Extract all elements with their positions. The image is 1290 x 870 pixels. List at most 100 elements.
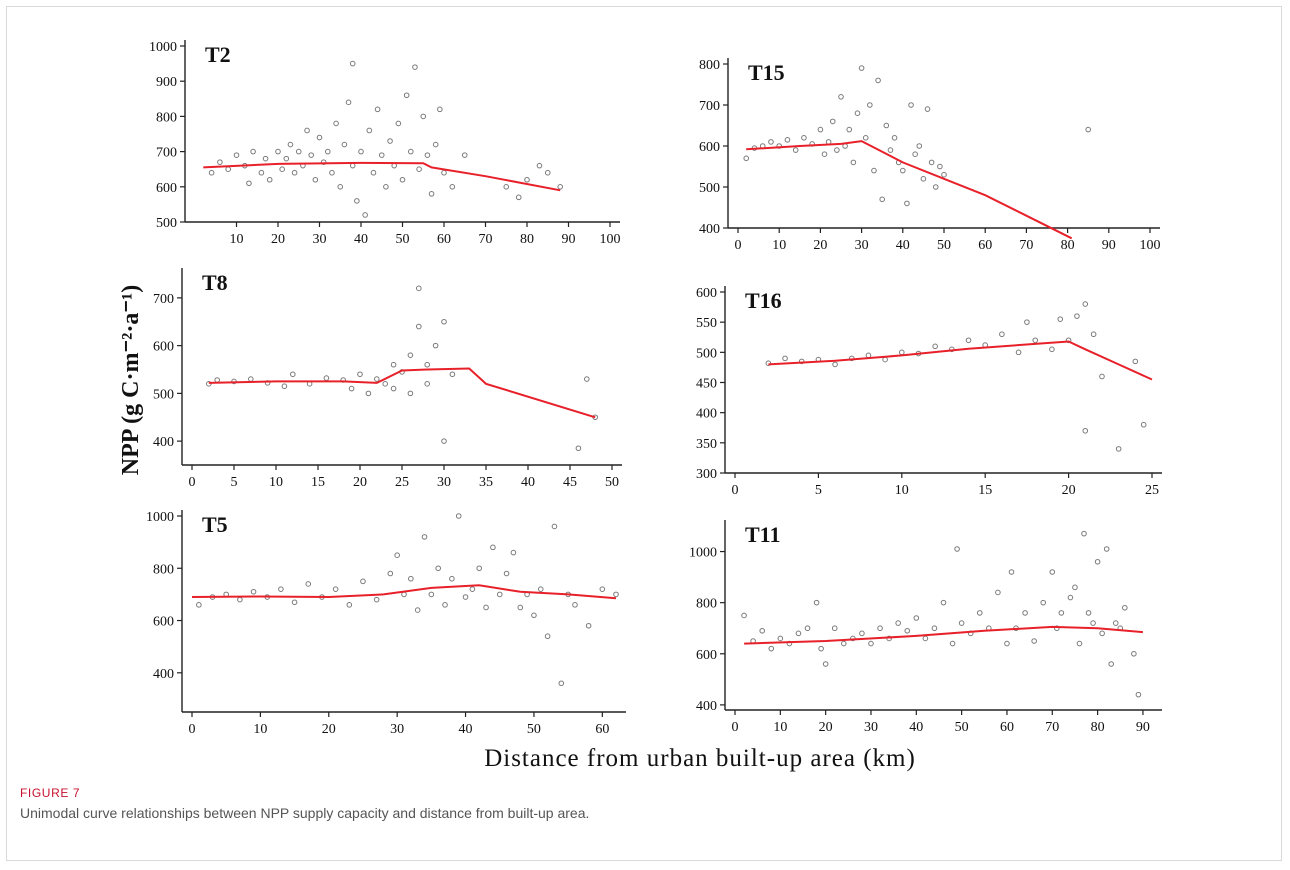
t15-panel-title: T15 xyxy=(748,60,785,85)
t15-data-point xyxy=(768,139,774,145)
t15-data-point xyxy=(784,137,791,143)
t5-x-tick-label: 20 xyxy=(322,722,336,737)
t11-data-point xyxy=(1031,638,1037,644)
t8-data-point xyxy=(357,371,363,378)
t2-data-point xyxy=(416,166,422,172)
t11-x-tick-label: 20 xyxy=(819,720,833,735)
y-axis-label: NPP (g C·m⁻²·a⁻¹) xyxy=(118,285,144,475)
t5-data-point xyxy=(421,534,428,540)
t2-x-tick-label: 80 xyxy=(520,232,534,247)
t11-data-point xyxy=(1094,558,1101,565)
t5-data-point xyxy=(517,604,524,611)
t5-data-point xyxy=(250,588,257,595)
t11-data-point xyxy=(822,661,829,667)
t11-data-point xyxy=(777,635,784,642)
t8-y-tick-label: 400 xyxy=(153,435,174,450)
t15-data-point xyxy=(862,135,869,141)
t15-x-tick-label: 100 xyxy=(1140,238,1161,253)
t2-y-tick-label: 700 xyxy=(156,146,177,161)
t16-data-point xyxy=(1140,421,1147,428)
t15-data-point xyxy=(928,159,935,166)
t8-data-point xyxy=(424,361,431,368)
t15-x-tick-label: 0 xyxy=(735,238,742,253)
t15-data-point xyxy=(867,102,873,108)
t8-data-point xyxy=(390,385,397,392)
t11-data-point xyxy=(1040,599,1047,606)
t2-data-point xyxy=(283,155,290,162)
t15-y-tick-label: 800 xyxy=(699,58,720,73)
t8-fit-line xyxy=(208,367,596,419)
t11-data-point xyxy=(859,630,865,637)
t2-panel-title: T2 xyxy=(205,42,231,67)
t15-x-tick-label: 50 xyxy=(937,238,951,253)
t8-y-tick-label: 700 xyxy=(153,292,174,307)
t5-data-point xyxy=(442,602,448,608)
t8-data-point xyxy=(416,323,422,330)
t2-data-point xyxy=(515,194,522,201)
t15-data-point xyxy=(920,176,927,182)
t8-data-point xyxy=(441,438,447,444)
t8-data-point xyxy=(449,371,456,378)
t11-data-point xyxy=(1108,661,1115,667)
t5-data-point xyxy=(490,544,496,551)
t16-x-tick-label: 25 xyxy=(1145,483,1159,498)
t5-data-point xyxy=(332,586,339,592)
t8-data-point xyxy=(290,371,296,378)
t16-x-tick-label: 5 xyxy=(815,483,822,498)
t16-y-tick-label: 400 xyxy=(696,407,717,422)
t5-data-point xyxy=(531,612,537,619)
t8-x-tick-label: 35 xyxy=(479,475,493,490)
x-axis-label: Distance from urban built-up area (km) xyxy=(484,745,916,772)
t2-data-point xyxy=(225,166,231,172)
t5-data-point xyxy=(237,596,243,603)
t11-data-point xyxy=(904,627,911,634)
t11-data-point xyxy=(1103,546,1110,552)
t2-data-point xyxy=(295,148,302,155)
t5-data-point xyxy=(455,513,462,519)
t2-data-point xyxy=(420,113,427,120)
t15-data-point xyxy=(792,147,799,153)
t11-data-point xyxy=(840,640,847,647)
t16-data-point xyxy=(1074,313,1080,319)
t5-data-point xyxy=(346,602,353,608)
t2-data-point xyxy=(345,99,352,106)
t5-y-tick-label: 600 xyxy=(153,615,174,630)
t16-data-point xyxy=(1099,373,1105,380)
t5-data-point xyxy=(435,565,441,572)
t11-data-point xyxy=(1090,620,1096,626)
t15-data-point xyxy=(904,200,910,207)
t2-y-tick-label: 900 xyxy=(156,75,177,90)
t11-data-point xyxy=(818,645,824,652)
t15-data-point xyxy=(854,110,861,116)
t5-data-point xyxy=(572,602,578,608)
t15-y-tick-label: 600 xyxy=(699,140,720,155)
t2-data-point xyxy=(441,169,447,176)
t5-data-point xyxy=(196,602,202,608)
t15-x-tick-label: 80 xyxy=(1061,238,1075,253)
t2-x-tick-label: 20 xyxy=(271,232,285,247)
t16-data-point xyxy=(1024,319,1030,325)
t8-data-point xyxy=(390,361,397,368)
t8-x-tick-label: 50 xyxy=(605,475,619,490)
t16-data-point xyxy=(782,355,788,362)
t5-y-tick-label: 400 xyxy=(153,667,174,682)
t2-data-point xyxy=(374,106,381,113)
t8-data-point xyxy=(248,376,254,382)
t16-y-tick-label: 550 xyxy=(696,316,717,331)
t5-x-tick-label: 40 xyxy=(459,722,473,737)
t15-x-tick-label: 60 xyxy=(978,238,992,253)
t2-data-point xyxy=(279,166,285,172)
t2-data-point xyxy=(437,106,443,113)
t2-data-point xyxy=(337,184,344,190)
t11-x-tick-label: 10 xyxy=(773,720,787,735)
t5-data-point xyxy=(278,586,284,592)
t16-data-point xyxy=(1015,349,1022,356)
t16-y-tick-label: 300 xyxy=(696,467,717,482)
t2-data-point xyxy=(395,120,402,127)
t2-x-tick-label: 30 xyxy=(313,232,327,247)
t15-data-point xyxy=(908,102,914,108)
t2-x-tick-label: 70 xyxy=(479,232,493,247)
t15-data-point xyxy=(887,147,894,153)
t2-y-tick-label: 800 xyxy=(156,110,177,125)
t15-x-tick-label: 90 xyxy=(1102,238,1116,253)
